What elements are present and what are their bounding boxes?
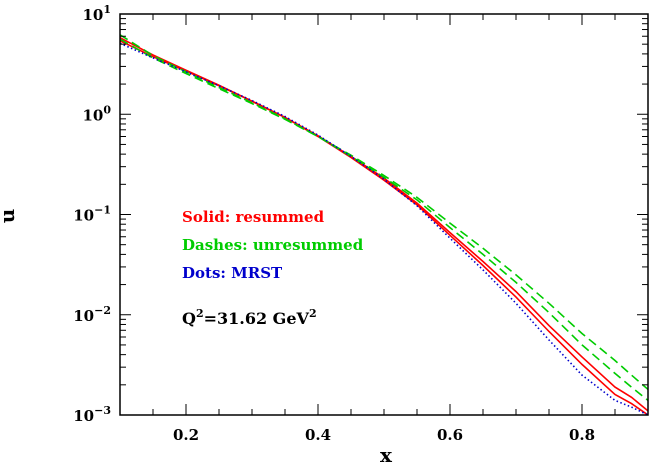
legend: Solid: resummed Dashes: unresummed Dots:… [182,208,364,282]
x-tick-label: 0.6 [437,426,463,444]
ticks-layer [119,13,649,416]
q2-annotation: Q2=31.62 GeV2 [182,307,317,328]
q2-annotation-exp1: 2 [196,307,204,320]
y-tick-label: 10−3 [73,404,111,425]
series-line-solid-0 [120,36,648,415]
x-tick-label: 0.8 [569,426,595,444]
legend-entry-resummed: Solid: resummed [182,208,325,226]
series-layer [120,34,648,415]
y-tick-label: 10−1 [73,204,111,225]
x-tick-label: 0.4 [305,426,331,444]
legend-entry-mrst: Dots: MRST [182,264,283,282]
x-tick-label: 0.2 [173,426,199,444]
q2-annotation-exp2: 2 [309,307,317,320]
tick-label-layer: 0.2 0.4 0.6 0.8 101 100 10−1 10−2 10−3 [73,3,595,444]
q2-annotation-middle: =31.62 GeV [204,309,310,328]
y-tick-label: 101 [82,3,111,24]
series-line-dashed-3 [120,38,648,391]
series-line-dashed-2 [120,34,648,402]
y-tick-label: 100 [82,103,111,124]
series-line-solid-1 [120,40,648,412]
y-axis-label: u [0,209,19,224]
legend-entry-unresummed: Dashes: unresummed [182,236,364,254]
q2-annotation-prefix: Q [182,309,196,328]
y-tick-label: 10−2 [73,304,111,325]
x-axis-label: x [380,443,393,467]
series-line-dotted-4 [120,42,648,415]
